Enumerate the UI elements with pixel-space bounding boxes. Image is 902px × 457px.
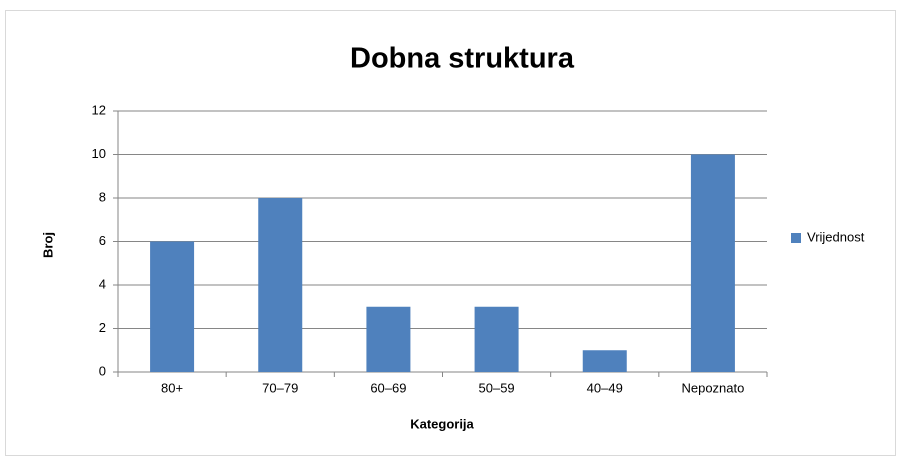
bar (690, 154, 735, 372)
bar (474, 306, 519, 372)
legend-swatch (791, 233, 801, 243)
chart-title: Dobna struktura (350, 43, 575, 75)
legend-label: Vrijednost (807, 229, 865, 244)
bar (366, 306, 411, 372)
y-tick-label: 6 (99, 233, 106, 248)
y-tick-label: 0 (99, 363, 106, 378)
x-tick-label: 80+ (161, 380, 183, 395)
x-axis-label: Kategorija (410, 416, 474, 431)
bar (150, 241, 195, 372)
x-tick-label: 60–69 (370, 380, 406, 395)
y-tick-label: 10 (92, 146, 106, 161)
y-axis-label: Broj (40, 232, 55, 258)
y-tick-label: 2 (99, 320, 106, 335)
x-tick-label: 40–49 (587, 380, 623, 395)
x-tick-label: 70–79 (262, 380, 298, 395)
x-tick-label: Nepoznato (681, 380, 744, 395)
chart-frame (5, 10, 896, 456)
y-tick-label: 12 (92, 102, 106, 117)
bar (582, 350, 627, 372)
bar (258, 198, 303, 372)
x-tick-label: 50–59 (479, 380, 515, 395)
y-tick-label: 4 (99, 276, 106, 291)
y-tick-label: 8 (99, 189, 106, 204)
